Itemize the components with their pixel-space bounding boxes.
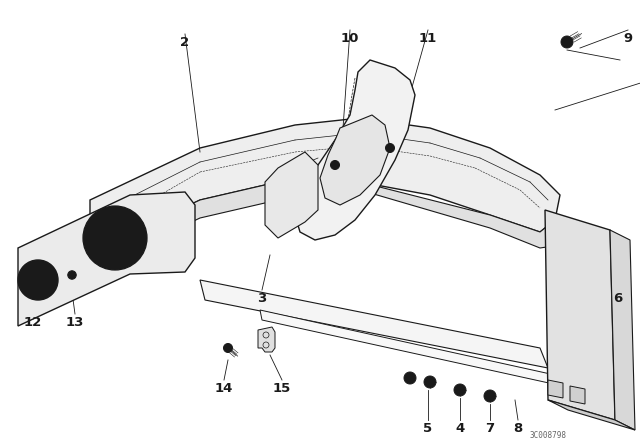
- Text: 12: 12: [24, 315, 42, 328]
- Circle shape: [484, 390, 496, 402]
- Text: 5: 5: [424, 422, 433, 435]
- Text: 11: 11: [419, 31, 437, 44]
- Polygon shape: [18, 192, 195, 326]
- Circle shape: [83, 206, 147, 270]
- Text: 10: 10: [341, 31, 359, 44]
- Circle shape: [561, 36, 573, 48]
- Polygon shape: [90, 118, 560, 252]
- Circle shape: [26, 268, 50, 292]
- Circle shape: [454, 384, 466, 396]
- Polygon shape: [610, 230, 635, 430]
- Polygon shape: [90, 178, 560, 270]
- Polygon shape: [570, 386, 585, 404]
- Circle shape: [223, 344, 232, 353]
- Text: 9: 9: [623, 31, 632, 44]
- Polygon shape: [260, 310, 558, 385]
- Polygon shape: [320, 115, 390, 205]
- Circle shape: [330, 160, 339, 169]
- Text: 3C008798: 3C008798: [529, 431, 566, 440]
- Circle shape: [385, 143, 394, 152]
- Polygon shape: [548, 380, 563, 398]
- Polygon shape: [548, 400, 635, 430]
- Text: 14: 14: [215, 382, 233, 395]
- Polygon shape: [545, 210, 615, 420]
- Polygon shape: [265, 152, 318, 238]
- Polygon shape: [295, 60, 415, 240]
- Text: 6: 6: [613, 292, 623, 305]
- Circle shape: [404, 372, 416, 384]
- Polygon shape: [258, 327, 275, 352]
- Text: 7: 7: [485, 422, 495, 435]
- Text: 8: 8: [513, 422, 523, 435]
- Circle shape: [18, 260, 58, 300]
- Text: 2: 2: [180, 35, 189, 48]
- Circle shape: [424, 376, 436, 388]
- Text: 3: 3: [257, 292, 267, 305]
- Text: 4: 4: [456, 422, 465, 435]
- Text: 13: 13: [66, 315, 84, 328]
- Text: 15: 15: [273, 382, 291, 395]
- Circle shape: [33, 275, 43, 285]
- Circle shape: [68, 271, 76, 279]
- Polygon shape: [200, 280, 548, 368]
